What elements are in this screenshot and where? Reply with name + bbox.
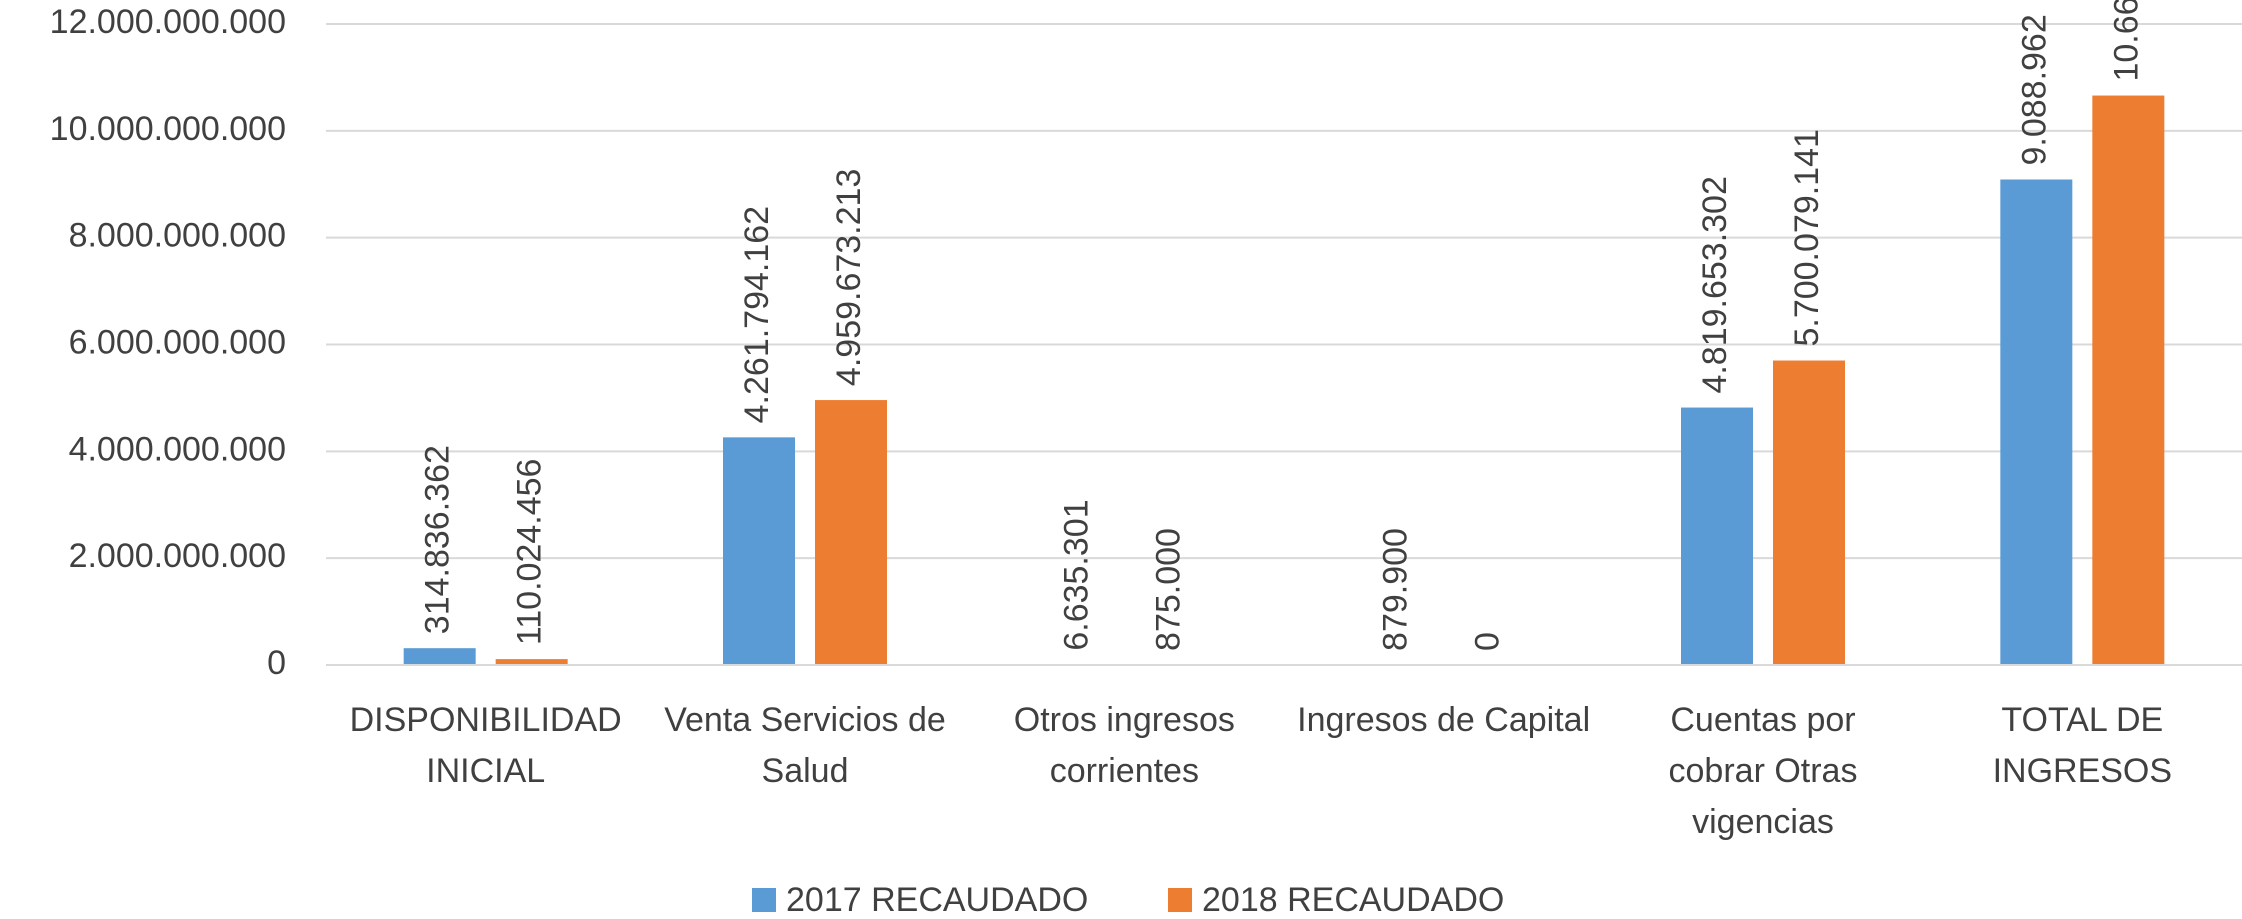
- legend-swatch: [1168, 888, 1192, 912]
- x-tick-label: Otros ingresos corrientes: [974, 695, 1274, 797]
- bar: [1773, 361, 1845, 665]
- page: {"chart_data": {"type": "bar", "categori…: [0, 0, 2242, 919]
- y-tick-label: 10.000.000.000: [50, 110, 286, 148]
- x-tick-label: TOTAL DE INGRESOS: [1932, 695, 2232, 797]
- value-label: 875.000: [1149, 528, 1187, 651]
- value-label: 0: [1469, 632, 1507, 651]
- x-tick-label: Cuentas por cobrar Otras vigencias: [1638, 695, 1888, 848]
- y-tick-label: 12.000.000.000: [50, 3, 286, 41]
- legend-swatch: [752, 888, 776, 912]
- value-label: 4.261.794.162: [738, 206, 776, 423]
- y-tick-label: 2.000.000.000: [69, 537, 286, 575]
- y-tick-label: 0: [267, 644, 286, 682]
- y-tick-label: 8.000.000.000: [69, 217, 286, 255]
- value-label: 5.700.079.141: [1788, 129, 1826, 346]
- bar: [2092, 96, 2164, 665]
- value-label: 879.900: [1377, 528, 1415, 651]
- value-label: 314.836.362: [419, 445, 457, 634]
- legend-label: 2018 RECAUDADO: [1202, 881, 1504, 919]
- y-tick-label: 6.000.000.000: [69, 323, 286, 361]
- bar: [2000, 179, 2072, 665]
- bar: [1681, 408, 1753, 665]
- value-label: 6.635.301: [1057, 499, 1095, 650]
- value-label: 110.024.456: [511, 459, 549, 646]
- value-label: 4.819.653.302: [1696, 176, 1734, 393]
- bar: [404, 648, 476, 665]
- bar: [723, 437, 795, 665]
- bar: [815, 400, 887, 665]
- x-tick-label: Ingresos de Capital: [1294, 695, 1594, 746]
- value-label: 10.660.62: [2107, 0, 2145, 82]
- x-tick-label: Venta Servicios de Salud: [640, 695, 970, 797]
- x-tick-label: DISPONIBILIDAD INICIAL: [336, 695, 636, 797]
- value-label: 9.088.962: [2015, 14, 2053, 165]
- y-tick-label: 4.000.000.000: [69, 430, 286, 468]
- legend-label: 2017 RECAUDADO: [786, 881, 1088, 919]
- value-label: 4.959.673.213: [830, 169, 868, 386]
